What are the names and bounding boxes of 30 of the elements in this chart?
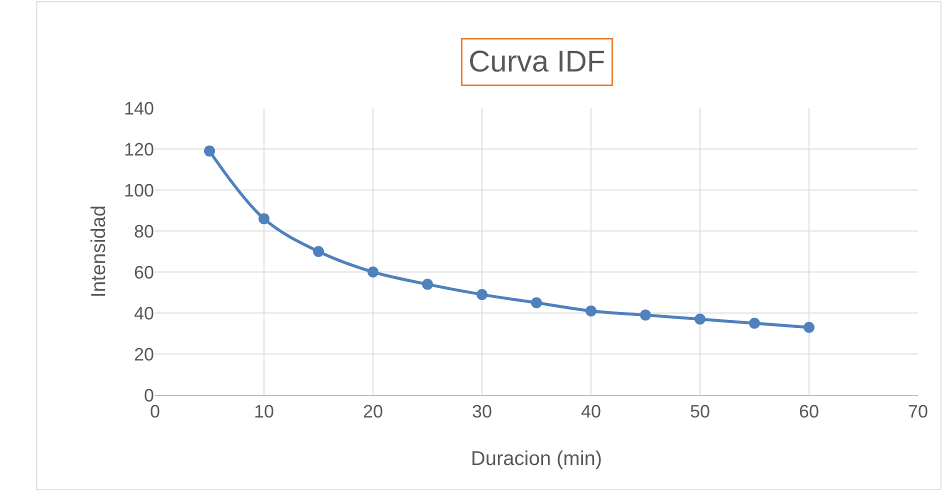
point <box>204 146 215 157</box>
x-tick-label: 10 <box>254 402 274 422</box>
x-tick-label: 30 <box>472 402 492 422</box>
y-tick-label: 100 <box>124 180 154 200</box>
y-tick-label: 140 <box>124 98 154 118</box>
x-tick-label: 40 <box>580 402 602 422</box>
point <box>586 305 596 316</box>
y-tick-label: 20 <box>134 344 154 364</box>
x-tick-label: 50 <box>690 402 710 422</box>
point <box>476 289 488 300</box>
x-tick-label: 60 <box>798 402 820 422</box>
y-tick-label: 120 <box>124 139 154 160</box>
y-tick-label: 0 <box>144 385 154 406</box>
point <box>640 310 651 321</box>
y-tick-label: 40 <box>134 303 154 324</box>
point <box>694 314 706 325</box>
point <box>313 246 324 257</box>
point <box>422 278 433 290</box>
chart-title: Curva IDF <box>468 46 606 78</box>
point <box>531 297 542 308</box>
point <box>804 322 814 333</box>
x-tick-label: 70 <box>908 402 928 422</box>
point <box>749 318 760 329</box>
x-tick-label: 20 <box>362 402 384 422</box>
x-axis-title: Duracion (min) <box>470 448 602 470</box>
y-tick-label: 60 <box>134 262 154 282</box>
y-axis-title: Intensidad <box>88 205 110 298</box>
y-tick-label: 80 <box>134 221 154 242</box>
point <box>368 266 378 278</box>
point <box>258 213 270 224</box>
